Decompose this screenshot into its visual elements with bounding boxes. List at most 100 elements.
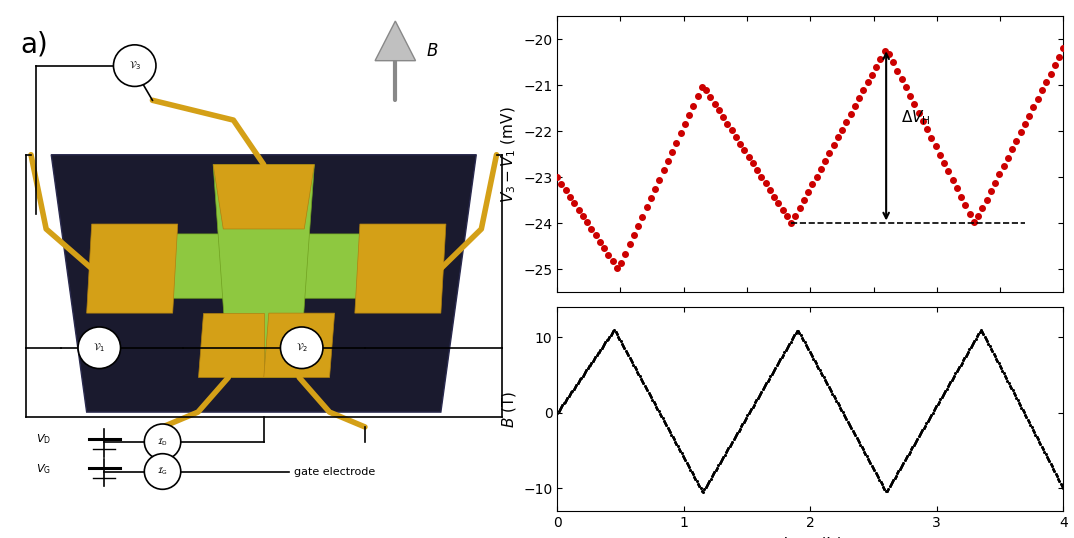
Point bbox=[825, 141, 842, 150]
Point bbox=[674, 451, 692, 460]
Point bbox=[599, 250, 616, 259]
Point bbox=[690, 92, 707, 101]
Point bbox=[857, 450, 874, 458]
Point bbox=[600, 332, 618, 341]
Point bbox=[1026, 428, 1043, 436]
Point bbox=[943, 376, 960, 384]
Point bbox=[803, 352, 821, 360]
Point bbox=[903, 443, 920, 451]
Point bbox=[924, 408, 941, 417]
Point bbox=[1042, 69, 1059, 78]
Point bbox=[571, 375, 589, 384]
Point bbox=[863, 70, 881, 79]
Point bbox=[698, 481, 715, 490]
Point bbox=[931, 395, 948, 404]
Point bbox=[614, 342, 632, 350]
Point bbox=[792, 204, 809, 213]
Point bbox=[676, 454, 693, 462]
Point bbox=[608, 263, 625, 272]
Point bbox=[832, 406, 850, 414]
Point bbox=[557, 395, 575, 404]
Point bbox=[993, 366, 1011, 375]
Point bbox=[690, 479, 707, 488]
Polygon shape bbox=[198, 313, 264, 378]
Point bbox=[859, 455, 876, 463]
Point bbox=[892, 463, 910, 471]
Point bbox=[991, 362, 1008, 370]
Point bbox=[1035, 448, 1053, 456]
Point bbox=[767, 363, 784, 372]
Point bbox=[723, 440, 740, 448]
Point bbox=[905, 100, 923, 109]
Point bbox=[928, 402, 945, 410]
Point bbox=[744, 159, 761, 168]
Point bbox=[803, 180, 821, 189]
Point bbox=[929, 400, 946, 408]
Point bbox=[821, 383, 838, 391]
Point bbox=[703, 472, 721, 480]
Point bbox=[882, 480, 899, 489]
Point bbox=[1034, 445, 1051, 454]
Point bbox=[796, 338, 813, 346]
Point bbox=[962, 343, 979, 352]
Point bbox=[982, 342, 999, 351]
Point bbox=[687, 475, 705, 483]
Point bbox=[650, 407, 667, 416]
Point bbox=[1037, 77, 1055, 86]
Point bbox=[1022, 423, 1040, 431]
Point bbox=[624, 358, 641, 367]
Point bbox=[786, 331, 803, 339]
Point bbox=[953, 193, 970, 201]
Point bbox=[794, 334, 811, 342]
Circle shape bbox=[144, 424, 180, 459]
Point bbox=[629, 222, 647, 230]
Point bbox=[970, 330, 987, 338]
Point bbox=[966, 217, 983, 226]
Point bbox=[556, 398, 574, 406]
Point bbox=[970, 212, 987, 221]
Point bbox=[889, 66, 906, 75]
Point bbox=[942, 378, 959, 386]
Point bbox=[789, 327, 807, 335]
Point bbox=[604, 329, 621, 337]
Point bbox=[800, 345, 817, 353]
Point bbox=[973, 327, 990, 336]
Point bbox=[896, 456, 913, 465]
Point bbox=[757, 179, 774, 188]
Point bbox=[593, 344, 610, 352]
Point bbox=[781, 339, 798, 348]
Point bbox=[633, 374, 650, 383]
Point bbox=[638, 203, 655, 211]
Point bbox=[737, 415, 754, 424]
Point bbox=[659, 423, 677, 432]
Point bbox=[743, 405, 760, 413]
Point bbox=[836, 410, 853, 419]
Point bbox=[668, 138, 685, 147]
Point bbox=[670, 444, 687, 453]
Point bbox=[577, 367, 594, 376]
Point bbox=[804, 355, 822, 363]
Point bbox=[655, 166, 672, 175]
Point bbox=[933, 393, 950, 401]
Point bbox=[1029, 435, 1046, 444]
Point bbox=[621, 240, 638, 249]
Point bbox=[562, 193, 579, 201]
Polygon shape bbox=[354, 224, 446, 313]
Point bbox=[584, 357, 601, 365]
Point bbox=[972, 325, 989, 334]
Point bbox=[763, 370, 780, 378]
Point bbox=[716, 450, 734, 459]
Point bbox=[673, 449, 691, 457]
Point bbox=[926, 406, 943, 415]
Point bbox=[677, 120, 694, 129]
Point bbox=[784, 333, 801, 342]
Point bbox=[625, 231, 642, 239]
Point bbox=[605, 327, 622, 336]
Point bbox=[894, 461, 911, 469]
Point bbox=[872, 478, 889, 486]
Point bbox=[612, 258, 629, 267]
Point bbox=[969, 332, 986, 341]
Point bbox=[596, 340, 613, 349]
Point bbox=[759, 377, 777, 385]
Point bbox=[899, 452, 916, 461]
